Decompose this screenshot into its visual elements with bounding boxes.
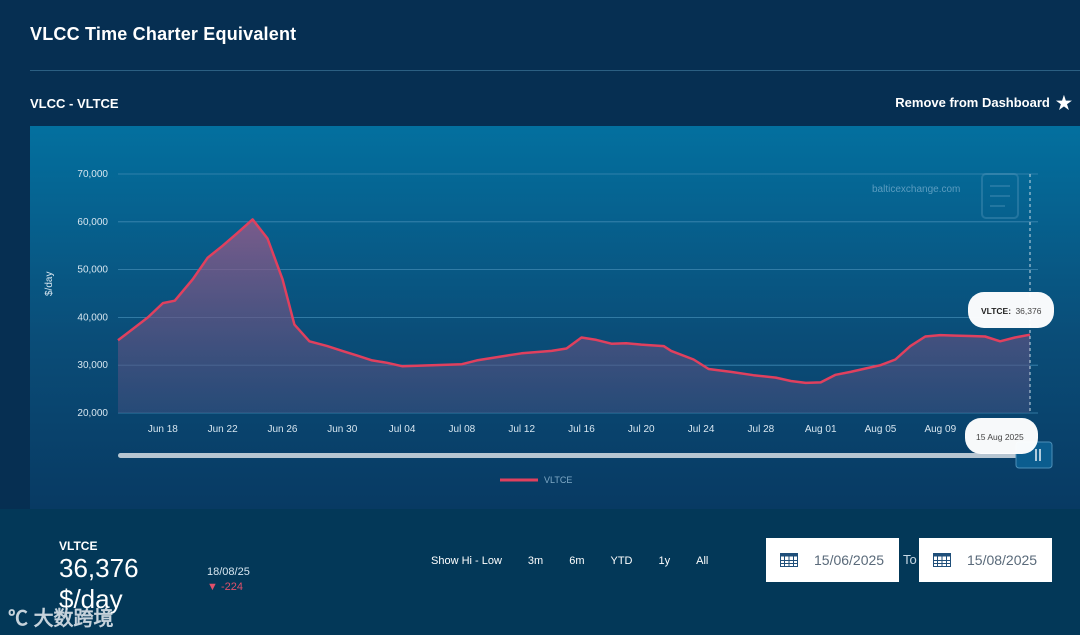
x-tick-label: Jun 30: [327, 424, 357, 435]
summary-panel: [0, 509, 1080, 635]
y-axis-label: $/day: [44, 272, 55, 296]
remove-from-dashboard-button[interactable]: Remove from Dashboard ★: [895, 92, 1072, 113]
y-tick-label: 30,000: [77, 360, 108, 371]
summary-value: 36,376: [59, 553, 139, 583]
page-title: VLCC Time Charter Equivalent: [30, 24, 297, 44]
grip-icon: [1035, 449, 1041, 461]
x-tick-label: Jul 20: [628, 424, 655, 435]
x-tick-label: Aug 09: [924, 424, 956, 435]
value-tooltip: VLTCE: 36,376: [968, 292, 1054, 328]
y-tick-label: 70,000: [77, 169, 108, 180]
x-tick-label: Jun 22: [208, 424, 238, 435]
y-tick-label: 60,000: [77, 217, 108, 228]
legend-label-vltce[interactable]: VLTCE: [544, 475, 572, 485]
divider: [30, 70, 1080, 71]
remove-label: Remove from Dashboard: [895, 95, 1050, 110]
summary-series-name: VLTCE: [59, 539, 98, 553]
y-tick-label: 50,000: [77, 265, 108, 276]
to-label: To: [903, 552, 917, 567]
star-icon: ★: [1055, 92, 1072, 113]
range-button-6m[interactable]: 6m: [569, 555, 585, 567]
down-triangle-icon: ▼: [207, 581, 218, 593]
range-button-ytd[interactable]: YTD: [610, 555, 633, 567]
range-button-hi-low[interactable]: Show Hi - Low: [431, 555, 502, 567]
x-tick-label: Jul 04: [389, 424, 416, 435]
calendar-icon: [933, 553, 951, 567]
calendar-icon: [780, 553, 798, 567]
x-tick-label: Jul 16: [568, 424, 595, 435]
navigator-track[interactable]: [118, 453, 1030, 458]
date-from-input[interactable]: 15/06/2025: [766, 538, 899, 582]
series-line-vltce: [117, 218, 1031, 385]
corner-watermark-text: 大数跨境: [33, 608, 114, 630]
x-tick-label: Jul 24: [688, 424, 715, 435]
date-to-value: 15/08/2025: [967, 552, 1038, 568]
corner-logo-icon: ℃: [8, 608, 28, 630]
x-tick-label: Aug 01: [805, 424, 837, 435]
y-tick-label: 40,000: [77, 312, 108, 323]
range-selector: Show Hi - Low 3m 6m YTD 1y All: [431, 555, 734, 567]
x-tick-label: Jul 12: [508, 424, 535, 435]
range-button-all[interactable]: All: [696, 555, 709, 567]
series-area-fill: [118, 219, 1030, 413]
date-tooltip: 15 Aug 2025: [965, 418, 1038, 454]
chart-subtitle: VLCC - VLTCE: [30, 96, 119, 111]
corner-watermark: ℃ 大数跨境: [8, 602, 114, 631]
x-tick-label: Jul 28: [748, 424, 775, 435]
range-button-3m[interactable]: 3m: [527, 555, 544, 567]
date-to-input[interactable]: 15/08/2025: [919, 538, 1052, 582]
tooltip-date: 15 Aug 2025: [976, 432, 1024, 442]
x-tick-label: Jul 08: [449, 424, 476, 435]
watermark-logo: [981, 173, 1019, 219]
tooltip-series-label: VLTCE:: [981, 306, 1011, 316]
change-amount: -224: [220, 581, 243, 593]
y-tick-label: 20,000: [77, 408, 108, 419]
x-tick-label: Jun 26: [267, 424, 297, 435]
watermark-text: balticexchange.com: [872, 184, 960, 195]
tooltip-value: 36,376: [1015, 306, 1041, 316]
chart-svg: 20,000 30,000 40,000 50,000 60,000 70,000 Jun…: [44, 169, 1054, 485]
chart-panel: 20,000 30,000 40,000 50,000 60,000 70,000 Jun…: [30, 126, 1080, 509]
change-value: ▼ -224: [207, 581, 243, 593]
x-tick-label: Jun 18: [148, 424, 178, 435]
svg-text:VLTCE: 36,376: VLTCE: 36,376: [981, 306, 1042, 316]
date-from-value: 15/06/2025: [814, 552, 885, 568]
range-button-1y[interactable]: 1y: [658, 555, 671, 567]
summary-unit: $/day: [59, 584, 123, 614]
x-tick-label: Aug 05: [865, 424, 897, 435]
change-date: 18/08/25: [207, 566, 250, 578]
